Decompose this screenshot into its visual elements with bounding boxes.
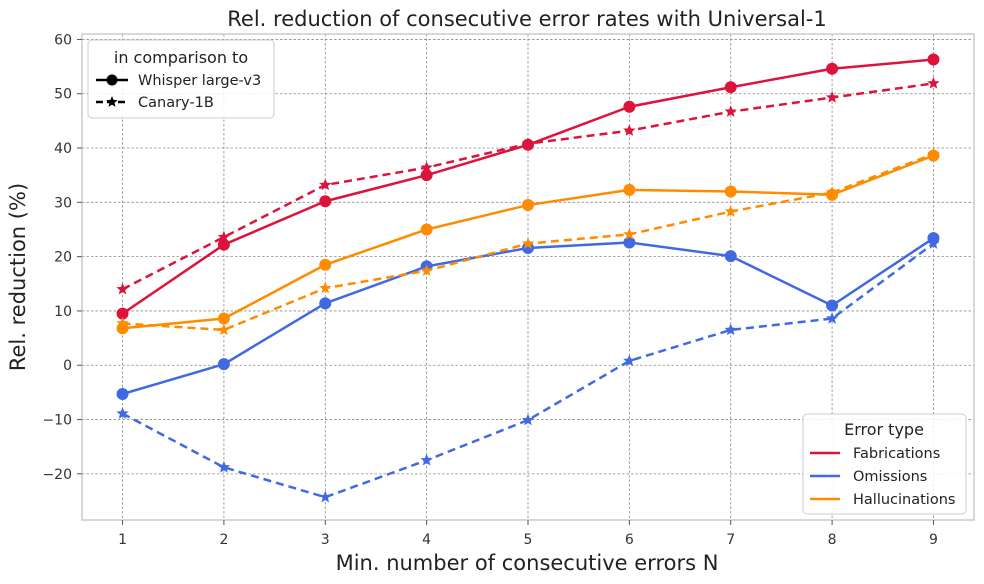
- data-point: [522, 199, 534, 212]
- data-point: [116, 316, 129, 329]
- legend-error-type: Error type Fabrications Omissions Hallucin…: [802, 413, 967, 515]
- x-axis-label: Min. number of consecutive errors N: [336, 551, 719, 575]
- data-point: [724, 105, 737, 117]
- data-point: [116, 388, 129, 401]
- data-point: [927, 147, 940, 160]
- legend-entry-whisper-large-v3: Whisper large-v3: [96, 73, 261, 89]
- legend-error-type-title: Error type: [844, 420, 924, 439]
- legend-marker: [106, 96, 118, 107]
- y-tick-label: −10: [42, 413, 72, 429]
- data-point: [623, 124, 636, 136]
- data-point: [521, 413, 535, 426]
- data-point: [724, 81, 737, 94]
- data-point: [217, 323, 231, 336]
- legend-label: Whisper large-v3: [138, 73, 261, 89]
- data-point: [927, 53, 940, 66]
- series: [116, 53, 940, 503]
- legend-error-type-box: [802, 413, 967, 515]
- x-tick-label: 1: [118, 532, 127, 548]
- data-point: [623, 183, 636, 196]
- data-point: [825, 186, 839, 198]
- legend-comparison-box: [87, 39, 275, 119]
- data-point: [319, 258, 332, 271]
- data-point: [420, 223, 433, 236]
- data-point: [724, 250, 737, 263]
- y-tick-label: 20: [54, 250, 72, 266]
- legend-entry-fabrications: Fabrications: [810, 446, 940, 462]
- x-tick-label: 7: [726, 532, 735, 548]
- data-point: [420, 264, 433, 277]
- legend-label: Canary-1B: [138, 95, 214, 111]
- data-point: [217, 460, 231, 473]
- legend-label: Hallucinations: [853, 492, 955, 508]
- x-axis-ticks: 1 2 3 4 5 6 7 8 9: [118, 520, 938, 548]
- y-tick-label: 10: [54, 304, 72, 320]
- data-point: [522, 241, 534, 254]
- x-tick-label: 9: [929, 532, 938, 548]
- data-point: [521, 237, 535, 249]
- data-point: [927, 76, 940, 89]
- data-point: [319, 490, 332, 503]
- legend-entry-canary-1b: Canary-1B: [96, 95, 214, 111]
- data-point: [217, 230, 231, 243]
- data-point: [217, 358, 230, 371]
- data-point: [826, 62, 839, 75]
- legend-label: Omissions: [853, 469, 927, 485]
- x-tick-label: 5: [524, 532, 533, 548]
- data-point: [623, 236, 636, 249]
- data-point: [521, 137, 535, 149]
- data-point: [724, 205, 737, 217]
- legend-comparison: in comparison to Whisper large-v3 Canary-…: [87, 39, 275, 119]
- data-point: [623, 354, 636, 367]
- data-point: [116, 407, 129, 419]
- legend-entry-omissions: Omissions: [810, 469, 927, 485]
- y-tick-label: 60: [54, 32, 72, 48]
- data-point: [927, 237, 940, 249]
- data-point: [825, 312, 839, 324]
- x-tick-label: 8: [828, 532, 837, 548]
- data-point: [724, 323, 737, 336]
- chart-title: Rel. reduction of consecutive error rate…: [227, 7, 826, 31]
- series-hallucinations-vs-canary-1b: [116, 147, 940, 336]
- y-tick-label: 40: [54, 141, 72, 157]
- data-point: [217, 312, 230, 325]
- data-point: [319, 281, 332, 294]
- legend-marker: [106, 74, 118, 86]
- x-tick-label: 2: [219, 532, 228, 548]
- data-point: [420, 169, 433, 182]
- legend-comparison-title: in comparison to: [114, 48, 248, 67]
- y-tick-label: 0: [63, 358, 72, 374]
- data-point: [319, 195, 332, 208]
- data-point: [420, 161, 433, 173]
- data-point: [623, 227, 636, 240]
- data-point: [825, 91, 839, 103]
- data-point: [116, 307, 129, 320]
- y-tick-label: 50: [54, 87, 72, 103]
- series-omissions-vs-canary-1b: [116, 237, 940, 503]
- x-tick-label: 6: [625, 532, 634, 548]
- series-line: [121, 242, 935, 499]
- x-tick-label: 4: [422, 532, 431, 548]
- data-point: [116, 322, 129, 335]
- data-point: [319, 178, 332, 191]
- y-tick-label: 30: [54, 195, 72, 211]
- y-axis-label: Rel. reduction (%): [6, 183, 30, 371]
- data-point: [724, 185, 737, 198]
- data-point: [116, 282, 129, 295]
- data-point: [420, 453, 433, 466]
- data-point: [623, 100, 636, 113]
- y-tick-label: −20: [42, 467, 72, 483]
- legend-entry-hallucinations: Hallucinations: [810, 492, 955, 508]
- series-fabrications-vs-canary-1b: [116, 76, 940, 295]
- y-axis-ticks: −20 −10 0 10 20 30 40 50 60: [42, 32, 82, 483]
- data-point: [319, 297, 332, 310]
- data-point: [826, 299, 839, 312]
- x-tick-label: 3: [321, 532, 330, 548]
- legend-label: Fabrications: [853, 446, 940, 462]
